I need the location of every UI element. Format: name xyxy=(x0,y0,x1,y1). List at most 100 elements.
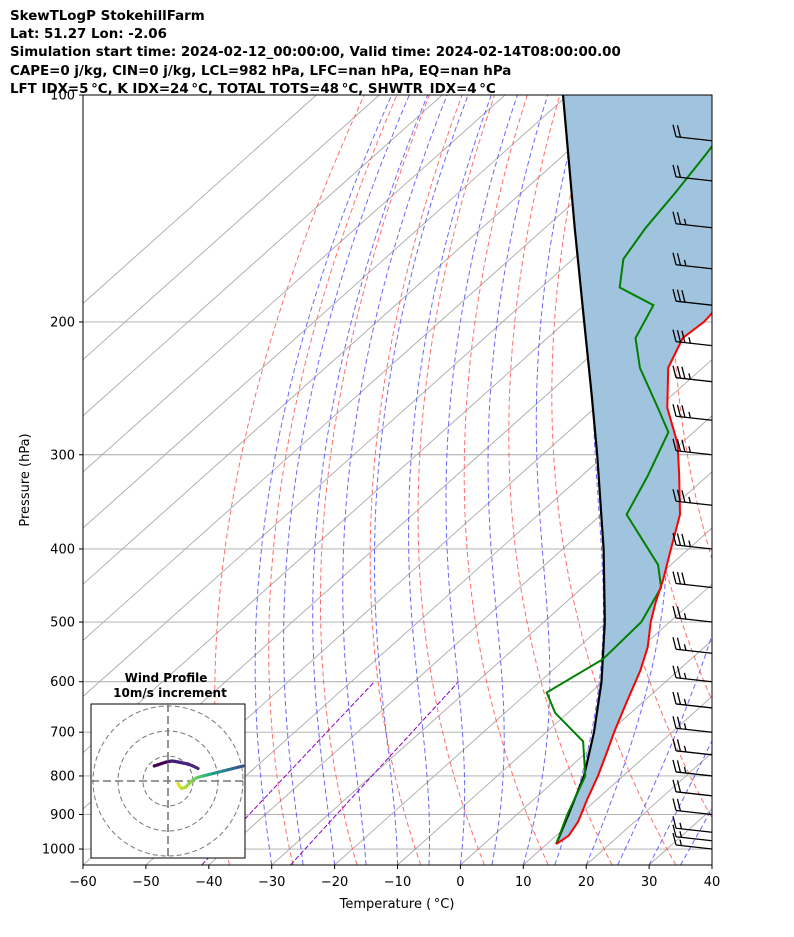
isotherm-gridline xyxy=(83,95,380,361)
dry-adiabat xyxy=(463,95,549,865)
axes: −60 −50 −40 −30 −20 −10 0 10 20 30 40 100 200 300 400 5… xyxy=(42,89,720,891)
wind-barb xyxy=(672,211,713,229)
x-tick-label: 10 xyxy=(515,875,532,890)
y-tick-label: 200 xyxy=(50,315,75,330)
isotherm-gridline xyxy=(775,95,794,865)
index-line: LFT IDX=5 °C, K IDX=24 °C, TOTAL TOTS=48… xyxy=(10,81,496,97)
background-lines xyxy=(201,95,794,865)
wind-barb xyxy=(672,665,713,683)
dry-adiabat xyxy=(508,95,613,865)
hodograph-trace-segment xyxy=(236,764,245,769)
moist-adiabat xyxy=(585,95,683,865)
wind-barb xyxy=(672,438,713,456)
mixing-ratio-line xyxy=(290,681,459,865)
dry-adiabat xyxy=(320,95,430,865)
y-tick-label: 600 xyxy=(50,675,75,690)
y-tick-label: 700 xyxy=(50,726,75,741)
moist-adiabat xyxy=(711,863,712,865)
dry-adiabat xyxy=(593,95,712,819)
y-tick-label: 300 xyxy=(50,448,75,463)
wind-barb xyxy=(672,824,713,842)
isotherm-gridline xyxy=(83,95,569,529)
wind-barb xyxy=(672,404,713,421)
wind-barbs xyxy=(672,124,713,850)
isotherm-gridline xyxy=(83,95,695,641)
y-tick-label: 400 xyxy=(50,542,75,557)
wind-barb xyxy=(672,605,713,623)
isotherm-gridline xyxy=(83,95,506,473)
isotherm-gridline xyxy=(271,471,712,865)
moist-adiabat xyxy=(374,95,469,865)
wind-barb xyxy=(672,252,713,270)
isotherm-gridline xyxy=(711,864,712,865)
isotherm-gridline xyxy=(397,583,712,865)
wind-barb xyxy=(672,759,713,777)
hodograph-title: Wind Profile xyxy=(125,671,208,685)
x-tick-label: 30 xyxy=(641,875,658,890)
cape-fill-layer xyxy=(556,95,712,845)
wind-barb xyxy=(672,329,713,347)
location-line: Lat: 51.27 Lon: -2.06 xyxy=(10,27,167,43)
moist-adiabat xyxy=(648,739,712,865)
y-tick-label: 800 xyxy=(50,769,75,784)
dry-adiabat xyxy=(748,95,794,865)
wind-barb xyxy=(672,365,713,383)
wind-barb xyxy=(672,798,713,816)
hodograph-subtitle: 10m/s increment xyxy=(113,686,227,700)
profile-lines xyxy=(545,95,712,845)
y-tick-label: 100 xyxy=(50,89,75,104)
wind-barb xyxy=(672,289,713,306)
x-tick-label: −10 xyxy=(384,875,411,890)
cape-line: CAPE=0 j/kg, CIN=0 j/kg, LCL=982 hPa, LF… xyxy=(10,63,512,79)
chart-title: SkewTLogP StokehillFarm xyxy=(10,9,205,24)
x-tick-label: −40 xyxy=(195,875,222,890)
wind-barb xyxy=(672,691,713,709)
isotherm-gridline xyxy=(523,695,712,865)
wind-barb xyxy=(672,816,713,833)
temperature-line xyxy=(555,311,712,845)
dry-adiabat xyxy=(710,198,712,309)
y-tick-label: 900 xyxy=(50,808,75,823)
y-tick-label: 1000 xyxy=(42,843,75,858)
y-tick-label: 500 xyxy=(50,616,75,631)
y-axis-label: Pressure (hPa) xyxy=(18,433,33,526)
wind-barb xyxy=(672,532,713,550)
x-tick-label: 0 xyxy=(456,875,464,890)
x-tick-label: 40 xyxy=(704,875,721,890)
moist-adiabat xyxy=(445,95,518,865)
wind-barb xyxy=(672,637,713,654)
wind-barb xyxy=(672,164,713,182)
chart-header: SkewTLogP StokehillFarm Lat: 51.27 Lon: … xyxy=(10,8,621,99)
dry-adiabat xyxy=(369,95,463,865)
x-tick-label: −20 xyxy=(321,875,348,890)
x-tick-label: 20 xyxy=(578,875,595,890)
hodograph-plot xyxy=(91,704,245,858)
wind-barb xyxy=(672,571,713,589)
wind-barb xyxy=(672,716,713,733)
time-line: Simulation start time: 2024-02-12_00:00:… xyxy=(10,45,621,61)
wind-barb xyxy=(672,489,713,506)
isotherm-gridline xyxy=(83,95,632,585)
dry-adiabat xyxy=(784,95,794,865)
isotherm-gridline xyxy=(83,95,443,417)
isotherm-gridline xyxy=(145,358,712,865)
hodograph-inset: Wind Profile 10m/s increment xyxy=(90,671,246,859)
dewpoint-line xyxy=(545,144,712,845)
x-tick-label: −30 xyxy=(258,875,285,890)
hodograph-trace-segment xyxy=(152,763,160,768)
x-axis-label: Temperature ( °C) xyxy=(339,897,455,912)
moist-adiabat xyxy=(617,633,712,865)
moist-adiabat xyxy=(487,95,549,865)
x-tick-label: −50 xyxy=(132,875,159,890)
dry-adiabat xyxy=(551,95,677,865)
moist-adiabat xyxy=(408,95,492,865)
wind-barb xyxy=(672,738,713,756)
x-tick-label: −60 xyxy=(69,875,96,890)
isotherm-gridline xyxy=(83,95,317,304)
isotherm-gridline xyxy=(334,527,712,865)
wind-barb xyxy=(672,779,713,797)
cin-shading xyxy=(556,95,712,845)
mixing-ratio-line xyxy=(201,681,375,865)
wind-barb xyxy=(672,124,713,142)
